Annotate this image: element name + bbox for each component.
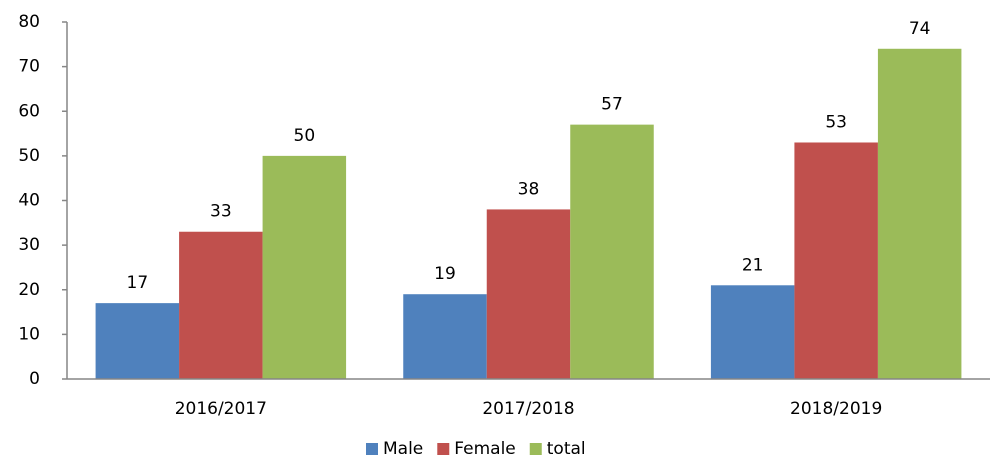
y-tick-label: 10 — [18, 324, 40, 344]
bar — [262, 155, 347, 379]
data-label: 57 — [601, 95, 623, 115]
y-tick-label: 50 — [18, 146, 40, 166]
bar — [570, 124, 654, 379]
bar — [403, 294, 487, 379]
data-label: 38 — [518, 179, 540, 199]
x-tick-label: 2017/2018 — [482, 399, 574, 419]
data-label: 53 — [825, 112, 847, 132]
bar — [95, 303, 180, 379]
y-tick-label: 30 — [18, 235, 40, 255]
data-label: 17 — [127, 273, 149, 293]
data-label: 19 — [434, 264, 456, 284]
y-tick-label: 70 — [18, 57, 40, 77]
x-tick-label: 2018/2019 — [790, 399, 882, 419]
y-tick-label: 0 — [29, 369, 40, 389]
y-tick-label: 60 — [18, 101, 40, 121]
legend-label: total — [547, 439, 586, 459]
y-tick-label: 20 — [18, 280, 40, 300]
data-label: 50 — [294, 126, 316, 146]
y-tick-label: 80 — [18, 12, 40, 32]
data-label: 33 — [210, 202, 232, 222]
bar — [877, 48, 962, 380]
legend-label: Female — [454, 439, 515, 459]
legend-swatch — [437, 443, 450, 455]
bar — [794, 142, 878, 379]
bar — [710, 285, 795, 379]
x-tick-label: 2016/2017 — [175, 399, 267, 419]
bar — [179, 231, 263, 379]
data-label: 21 — [742, 255, 764, 275]
legend-swatch — [529, 443, 542, 455]
legend-label: Male — [383, 439, 423, 459]
y-tick-label: 40 — [18, 191, 40, 211]
bar — [486, 209, 571, 379]
legend-swatch — [366, 443, 378, 455]
data-label: 74 — [909, 19, 931, 39]
